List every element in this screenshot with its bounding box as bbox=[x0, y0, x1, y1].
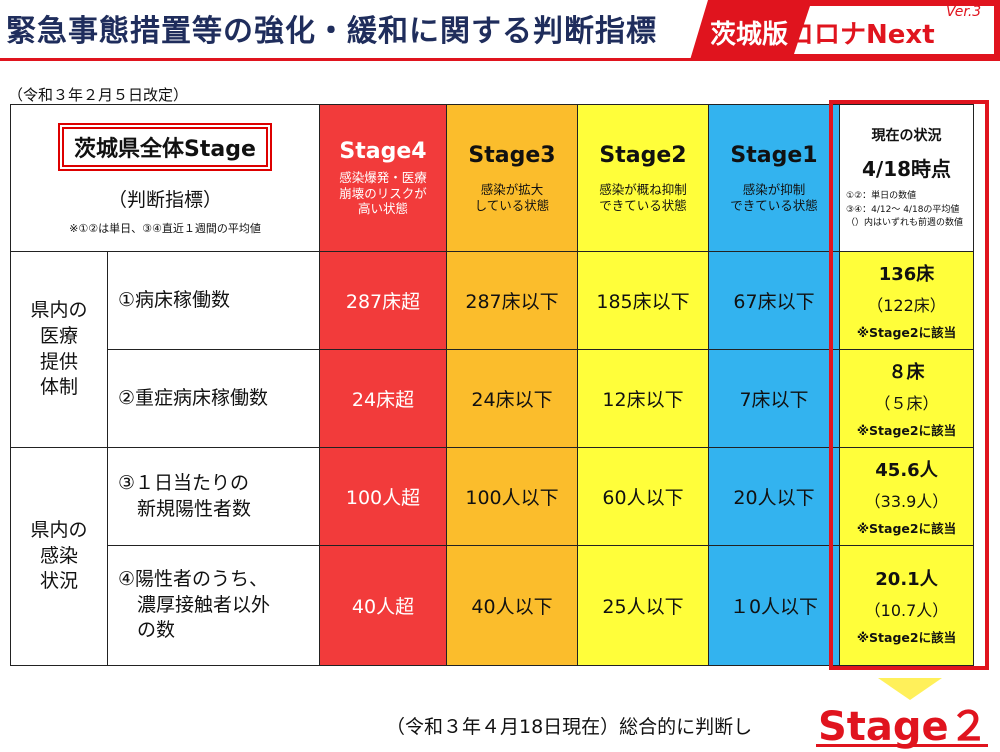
current-status-notes: ①②：単日の数値 ③④：4/12～ 4/18の平均値 （）内はいずれも前週の数値 bbox=[846, 190, 964, 229]
stage1-label: Stage1 bbox=[730, 142, 818, 168]
table-row-item: ③１日当たりの 新規陽性者数 bbox=[107, 447, 320, 546]
previous-week-value: （33.9人） bbox=[864, 492, 949, 511]
stage2-value: 185床以下 bbox=[577, 251, 709, 350]
page-title: 緊急事態措置等の強化・緩和に関する判断指標 bbox=[6, 14, 657, 49]
stage2-value: 60人以下 bbox=[577, 447, 709, 546]
stage2-header: Stage2 感染が概ね抑制 できている状態 bbox=[577, 104, 709, 252]
down-arrow-icon bbox=[878, 678, 942, 700]
current-value-cell: 45.6人 （33.9人） ※Stage2に該当 bbox=[839, 447, 974, 546]
stage1-value: 20人以下 bbox=[708, 447, 840, 546]
stage4-value: 40人超 bbox=[319, 545, 447, 666]
table-row-item: ④陽性者のうち、 濃厚接触者以外 の数 bbox=[107, 545, 320, 666]
stage-note: ※Stage2に該当 bbox=[856, 423, 957, 438]
table-row-item: ②重症病床稼働数 bbox=[107, 349, 320, 448]
current-status-title: 現在の状況 bbox=[871, 127, 942, 144]
revision-note: （令和３年２月５日改定） bbox=[8, 86, 189, 104]
title-divider bbox=[0, 58, 1000, 61]
current-value-cell: 20.1人 （10.7人） ※Stage2に該当 bbox=[839, 545, 974, 666]
brand-banner bbox=[690, 0, 1000, 60]
category-infection: 県内の 感染 状況 bbox=[10, 447, 108, 666]
judge-note: ※①②は単日、③④直近１週間の平均値 bbox=[69, 221, 261, 235]
stage2-value: 12床以下 bbox=[577, 349, 709, 448]
stage2-value: 25人以下 bbox=[577, 545, 709, 666]
current-value: 20.1人 bbox=[875, 569, 938, 590]
stage3-header: Stage3 感染が拡大 している状態 bbox=[446, 104, 578, 252]
stage1-value: 67床以下 bbox=[708, 251, 840, 350]
stage3-label: Stage3 bbox=[468, 142, 556, 168]
brand-logo: 茨城版コロナNext bbox=[710, 20, 935, 50]
current-value-cell: 136床 （122床） ※Stage2に該当 bbox=[839, 251, 974, 350]
stage3-desc: 感染が拡大 している状態 bbox=[474, 181, 550, 213]
stage4-value: 287床超 bbox=[319, 251, 447, 350]
overall-stage: Stage２ bbox=[818, 704, 989, 750]
stage4-label: Stage4 bbox=[339, 139, 427, 165]
stage3-value: 40人以下 bbox=[446, 545, 578, 666]
stage4-desc: 感染爆発・医療 崩壊のリスクが 高い状態 bbox=[339, 170, 427, 217]
stage4-header: Stage4 感染爆発・医療 崩壊のリスクが 高い状態 bbox=[319, 104, 447, 252]
stage1-header: Stage1 感染が抑制 できている状態 bbox=[708, 104, 840, 252]
previous-week-value: （10.7人） bbox=[864, 601, 949, 620]
current-status-date: 4/18時点 bbox=[861, 156, 952, 181]
pref-stage-label: 茨城県全体Stage bbox=[58, 122, 272, 171]
stage-note: ※Stage2に該当 bbox=[856, 325, 957, 340]
indicator-table: 茨城県全体Stage （判断指標） ※①②は単日、③④直近１週間の平均値 Sta… bbox=[10, 104, 974, 666]
stage1-value: １0人以下 bbox=[708, 545, 840, 666]
overall-stage-underline bbox=[816, 744, 988, 747]
stage4-value: 24床超 bbox=[319, 349, 447, 448]
current-status-highlight bbox=[829, 100, 989, 670]
header-left-cell: 茨城県全体Stage （判断指標） ※①②は単日、③④直近１週間の平均値 bbox=[10, 104, 320, 252]
previous-week-value: （122床） bbox=[867, 296, 946, 315]
stage3-value: 24床以下 bbox=[446, 349, 578, 448]
stage2-label: Stage2 bbox=[599, 142, 687, 168]
table-row-item: ①病床稼働数 bbox=[107, 251, 320, 350]
stage-note: ※Stage2に該当 bbox=[856, 521, 957, 536]
current-value: ８床 bbox=[888, 362, 925, 383]
stage1-value: 7床以下 bbox=[708, 349, 840, 448]
brand-version: Ver.3 bbox=[946, 4, 982, 20]
judge-label: （判断指標） bbox=[107, 188, 222, 211]
footer-conclusion: （令和３年４月18日現在）総合的に判断し bbox=[386, 716, 753, 738]
stage-note: ※Stage2に該当 bbox=[856, 630, 957, 645]
stage3-value: 287床以下 bbox=[446, 251, 578, 350]
stage1-desc: 感染が抑制 できている状態 bbox=[730, 181, 818, 213]
previous-week-value: （５床） bbox=[874, 394, 939, 413]
category-medical: 県内の 医療 提供 体制 bbox=[10, 251, 108, 448]
current-value: 136床 bbox=[878, 264, 935, 285]
current-status-header: 現在の状況 4/18時点 ①②：単日の数値 ③④：4/12～ 4/18の平均値 （）… bbox=[839, 104, 974, 252]
stage4-value: 100人超 bbox=[319, 447, 447, 546]
stage3-value: 100人以下 bbox=[446, 447, 578, 546]
stage2-desc: 感染が概ね抑制 できている状態 bbox=[599, 181, 687, 213]
current-value: 45.6人 bbox=[875, 460, 938, 481]
